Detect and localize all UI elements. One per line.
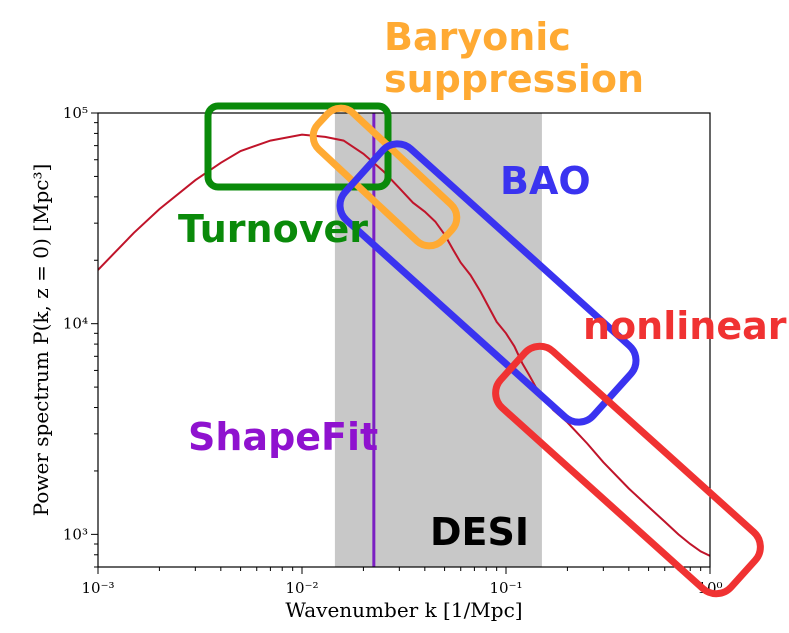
y-tick-label: 10⁴: [63, 315, 88, 333]
y-tick-label: 10³: [63, 525, 88, 543]
x-tick-label: 10⁻¹: [489, 579, 522, 597]
power-spectrum-curve: [98, 133, 710, 557]
baryonic-suppression-label-line2: suppression: [384, 57, 644, 101]
turnover-label: Turnover: [178, 207, 368, 251]
nonlinear-box: [492, 342, 764, 598]
bao-label: BAO: [500, 159, 591, 203]
baryonic-suppression-box: [309, 104, 461, 250]
baryonic-suppression-label-line1: Baryonic: [384, 15, 571, 59]
plot-frame: [97, 112, 711, 568]
bao-box: [336, 140, 640, 426]
shapefit-label: ShapeFit: [188, 415, 378, 459]
x-tick-label: 10⁻²: [285, 579, 318, 597]
x-axis-label: Wavenumber k [1/Mpc]: [285, 598, 522, 622]
y-tick-label: 10⁵: [63, 104, 88, 122]
nonlinear-label: nonlinear: [583, 304, 787, 348]
desi-label: DESI: [430, 510, 529, 554]
y-axis-label: Power spectrum P(k, z = 0) [Mpc³]: [29, 164, 53, 517]
x-tick-label: 10⁻³: [81, 579, 114, 597]
